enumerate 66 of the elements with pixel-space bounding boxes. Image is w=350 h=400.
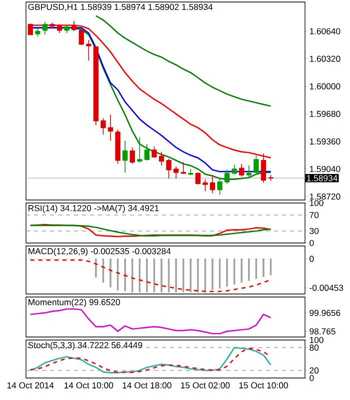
- candlestick: [232, 164, 237, 175]
- chart-title: RSI(14) 34.1220 ->MA(7) 34.4921: [28, 204, 159, 213]
- y-tick-label: -0.00453: [310, 284, 344, 291]
- candlestick: [137, 136, 142, 163]
- line-series: [30, 308, 272, 334]
- y-tick-label: 80: [310, 344, 319, 351]
- candlestick: [195, 172, 200, 185]
- candlestick: [202, 178, 208, 192]
- candlestick: [144, 144, 150, 161]
- candlestick: [246, 165, 252, 178]
- candlestick: [86, 39, 92, 61]
- candlestick: [64, 24, 70, 34]
- chart-title: Momentum(22) 99.6520: [28, 298, 120, 307]
- y-tick-label: 1.59360: [310, 138, 340, 145]
- candlestick: [260, 153, 266, 184]
- y-tick-label: 100: [310, 336, 324, 344]
- candlestick: [115, 129, 120, 164]
- chart-title: MACD(12,26,9) -0.002535 -0.003284: [28, 248, 171, 256]
- candlestick: [166, 158, 172, 179]
- y-tick-label: 1.58720: [310, 193, 340, 200]
- y-tick-label: 20: [310, 367, 319, 374]
- y-tick-label: 30: [310, 228, 319, 234]
- candlestick: [42, 21, 48, 36]
- y-tick-label: 70: [310, 212, 319, 218]
- candlestick: [100, 118, 106, 135]
- candlestick: [50, 22, 55, 30]
- candlestick: [93, 46, 99, 126]
- candlestick: [122, 140, 128, 173]
- y-tick-label: 99.9656: [310, 310, 340, 316]
- y-tick-label: 100: [310, 200, 324, 206]
- chart-title: GBPUSD,H1 1.58939 1.58974 1.58902 1.58934: [28, 4, 213, 12]
- candlestick: [130, 147, 135, 164]
- y-tick-label: 1.60000: [310, 83, 340, 90]
- candlestick: [78, 29, 84, 46]
- y-tick-label: 98.765: [310, 328, 336, 334]
- y-tick-label: 1.59680: [310, 110, 340, 117]
- candlestick: [152, 146, 157, 158]
- x-tick-label: 14 Oct 18:00: [122, 382, 172, 388]
- candlestick: [254, 154, 259, 174]
- x-tick-label: 14 Oct 2014: [7, 382, 54, 388]
- y-tick-label: 0: [310, 374, 314, 382]
- y-tick-label: 1.60640: [310, 28, 340, 34]
- candlestick: [188, 168, 194, 176]
- x-tick-label: 15 Oct 02:00: [181, 382, 230, 388]
- y-tick-label: 0: [310, 240, 314, 246]
- chart-title: Stoch(5,3,3) 34.7222 56.4449: [28, 342, 142, 350]
- candlestick: [28, 23, 33, 36]
- y-tick-label: 1.60320: [310, 56, 340, 62]
- candlestick: [56, 24, 62, 34]
- candlestick: [108, 114, 114, 141]
- x-tick-label: 14 Oct 10:00: [64, 382, 114, 388]
- ref-line-label: 1.58934: [307, 175, 338, 182]
- candlestick: [239, 163, 244, 178]
- candlestick: [224, 169, 230, 184]
- x-tick-label: 15 Oct 10:00: [239, 382, 288, 388]
- y-tick-label: 0: [310, 256, 314, 262]
- candlestick: [217, 178, 222, 196]
- y-tick-label: 1.59040: [310, 166, 340, 172]
- candlestick: [210, 174, 216, 194]
- candlestick: [71, 20, 77, 32]
- candlestick: [173, 166, 179, 179]
- candlestick: [180, 162, 186, 174]
- candlestick: [35, 28, 40, 37]
- candlestick: [268, 174, 274, 182]
- candlestick: [158, 151, 164, 166]
- line-series: [95, 15, 272, 107]
